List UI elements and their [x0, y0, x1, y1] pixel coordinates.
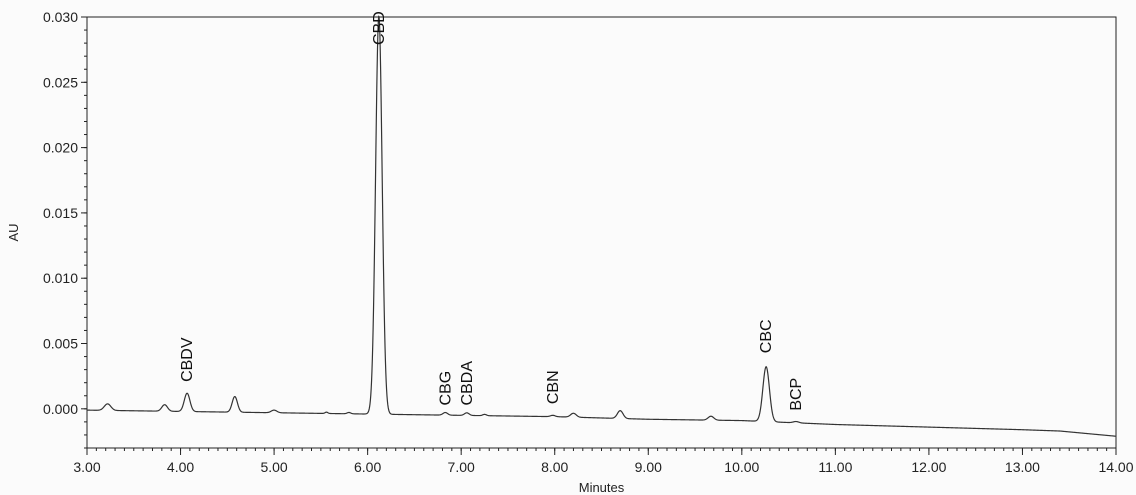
y-tick-label: 0.010 — [43, 270, 78, 286]
peak-label-layer: CBDV CBD CBG CBDA CBN CBC BCP — [179, 11, 805, 410]
x-tick-label: 14.00 — [1098, 459, 1133, 475]
peak-label-cbdv: CBDV — [179, 337, 196, 382]
y-axis-title: AU — [6, 223, 21, 241]
x-tick-label: 13.00 — [1005, 459, 1040, 475]
x-tick-label: 9.00 — [635, 459, 662, 475]
peak-label-cbn: CBN — [545, 370, 562, 404]
x-tick-label: 10.00 — [724, 459, 759, 475]
trace-layer — [86, 15, 1117, 437]
x-tick-label: 8.00 — [541, 459, 568, 475]
y-tick-label: 0.015 — [43, 205, 78, 221]
x-tick-label: 12.00 — [911, 459, 946, 475]
chromatogram-trace — [86, 15, 1117, 437]
peak-label-cbd: CBD — [371, 11, 388, 45]
peak-label-cbg: CBG — [437, 371, 454, 406]
y-axis: 0.000 0.005 0.010 0.015 0.020 0.025 0.030 — [43, 9, 87, 449]
plot-area — [86, 16, 1117, 449]
peak-label-cbda: CBDA — [459, 361, 476, 406]
x-tick-label: 11.00 — [818, 459, 852, 475]
x-tick-label: 7.00 — [448, 459, 475, 475]
y-tick-label: 0.005 — [43, 336, 78, 352]
peak-label-bcp: BCP — [788, 378, 805, 411]
x-tick-label: 5.00 — [260, 459, 287, 475]
y-tick-label: 0.030 — [43, 9, 78, 25]
y-tick-label: 0.025 — [43, 74, 78, 90]
y-tick-label: 0.000 — [43, 401, 78, 417]
y-tick-label: 0.020 — [43, 140, 78, 156]
x-axis-title: Minutes — [579, 480, 625, 495]
x-tick-label: 3.00 — [73, 459, 100, 475]
x-tick-label: 4.00 — [167, 459, 194, 475]
peak-label-cbc: CBC — [758, 319, 775, 353]
x-axis: 3.00 4.00 5.00 6.00 7.00 8.00 9.00 10.00 11.00 12… — [73, 448, 1134, 475]
x-tick-label: 6.00 — [354, 459, 381, 475]
